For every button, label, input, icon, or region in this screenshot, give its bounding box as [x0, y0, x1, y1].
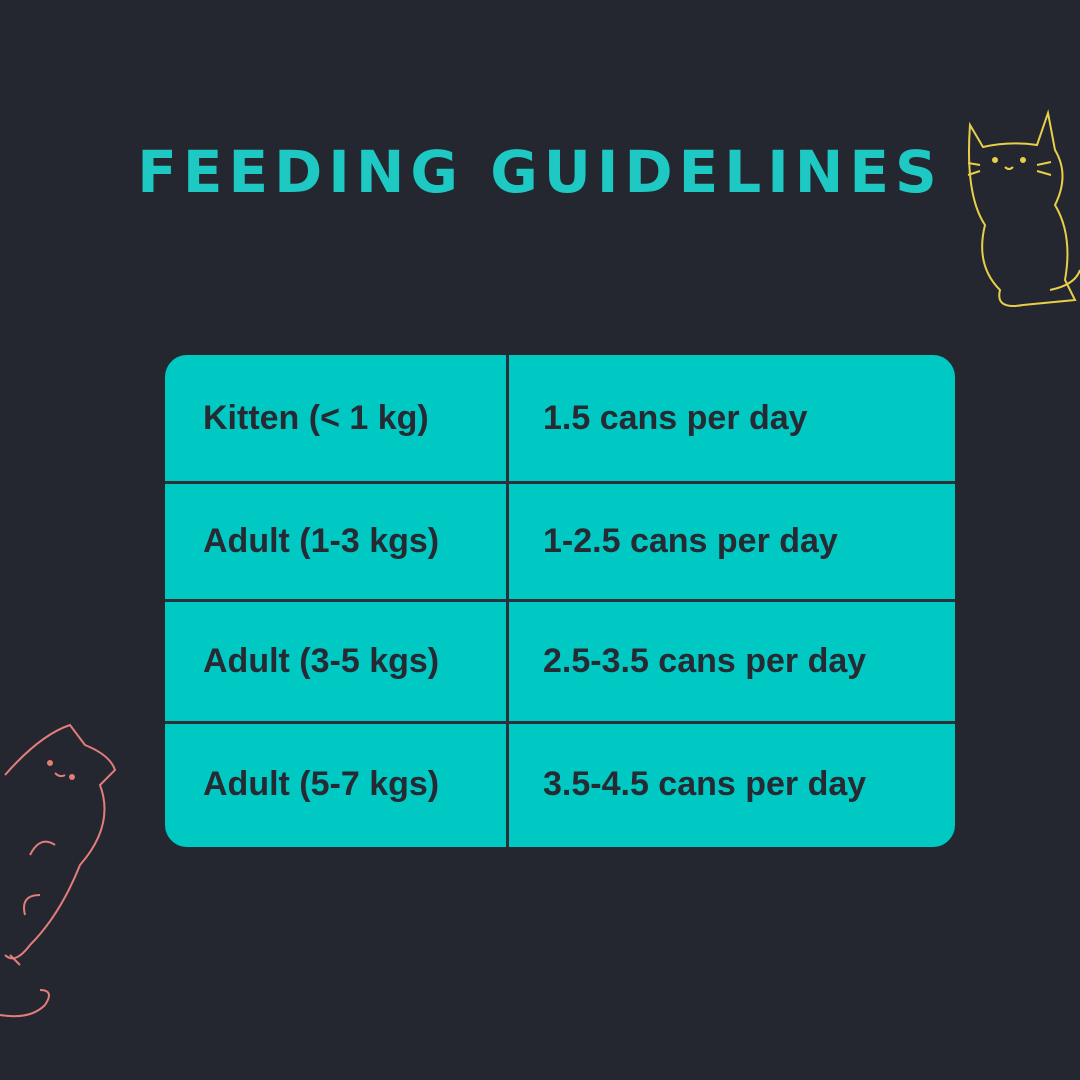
weight-cell: Kitten (< 1 kg)	[203, 399, 429, 437]
table-row: Adult (5-7 kgs) 3.5-4.5 cans per day	[165, 722, 955, 847]
column-divider	[506, 355, 509, 847]
serving-cell: 1.5 cans per day	[543, 399, 808, 437]
table-row: Adult (1-3 kgs) 1-2.5 cans per day	[165, 482, 955, 600]
serving-cell: 3.5-4.5 cans per day	[543, 765, 867, 803]
feeding-table: Kitten (< 1 kg) 1.5 cans per day Adult (1-…	[165, 355, 955, 847]
title: FEEDING GUIDELINES	[137, 138, 943, 206]
row-divider	[165, 721, 955, 724]
table-row: Kitten (< 1 kg) 1.5 cans per day	[165, 355, 955, 482]
row-divider	[165, 481, 955, 484]
weight-cell: Adult (5-7 kgs)	[203, 765, 440, 803]
cat-illustration	[967, 109, 1080, 307]
weight-cell: Adult (3-5 kgs)	[203, 641, 440, 680]
row-divider	[165, 599, 955, 602]
table-row: Adult (3-5 kgs) 2.5-3.5 cans per day	[165, 600, 955, 722]
weight-cell: Adult (1-3 kgs)	[203, 521, 440, 560]
cat-illustration	[0, 723, 117, 1018]
serving-cell: 2.5-3.5 cans per day	[543, 641, 867, 680]
serving-cell: 1-2.5 cans per day	[543, 521, 838, 560]
